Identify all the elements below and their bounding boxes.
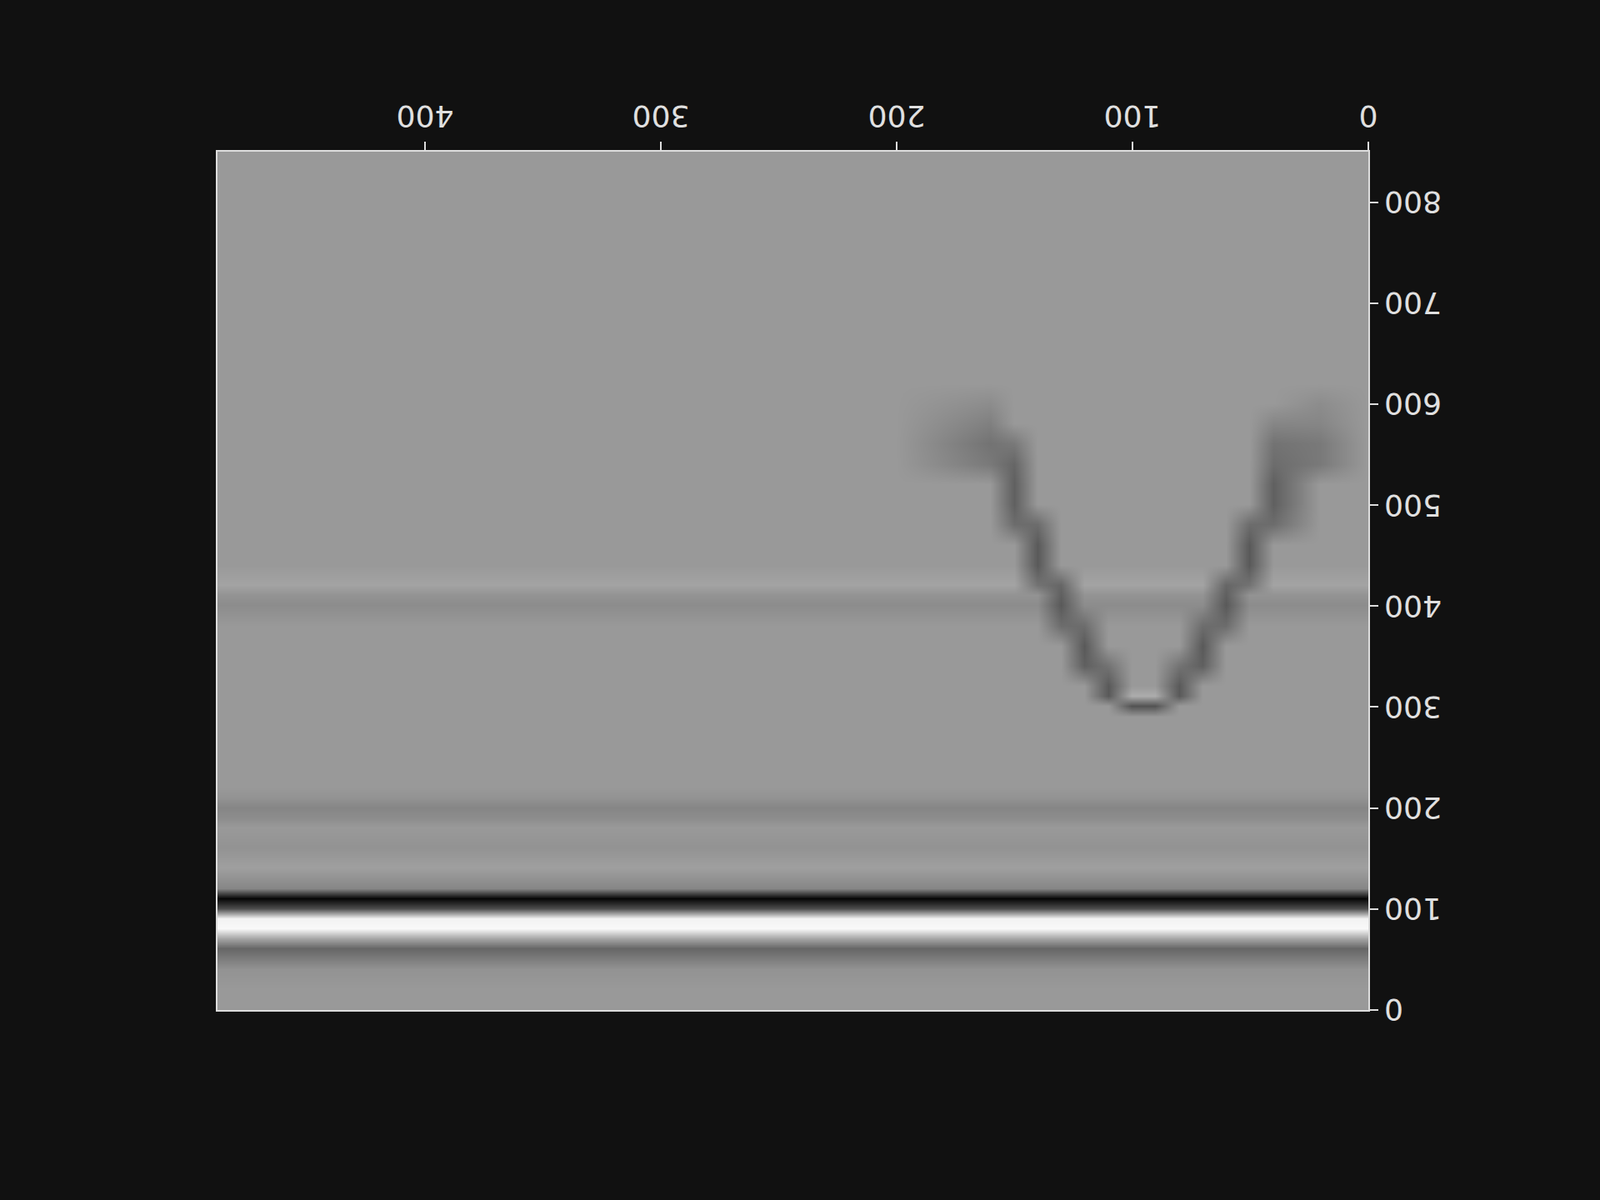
svg-text:300: 300 [1384, 690, 1442, 725]
svg-text:200: 200 [1384, 790, 1442, 825]
svg-text:500: 500 [1384, 488, 1442, 523]
svg-text:300: 300 [632, 99, 690, 134]
svg-text:800: 800 [1384, 185, 1442, 220]
svg-text:100: 100 [1104, 99, 1162, 134]
svg-text:400: 400 [396, 99, 455, 134]
svg-text:400: 400 [1384, 589, 1442, 624]
svg-text:0: 0 [1384, 992, 1404, 1027]
svg-text:0: 0 [1359, 99, 1379, 134]
svg-text:100: 100 [1384, 891, 1442, 926]
svg-text:700: 700 [1384, 285, 1442, 320]
svg-text:600: 600 [1384, 386, 1442, 421]
svg-text:200: 200 [868, 99, 926, 134]
